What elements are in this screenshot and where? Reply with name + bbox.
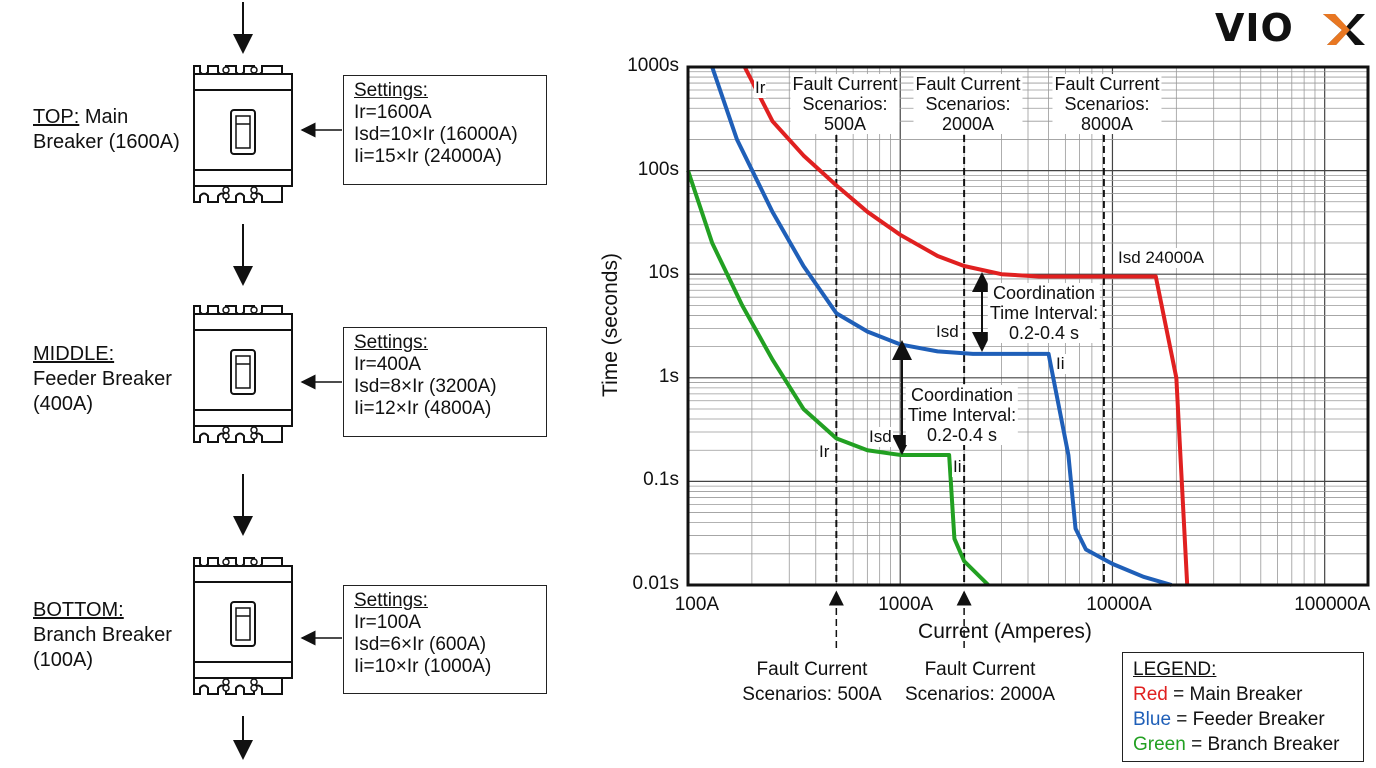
red-ir-label: Ir xyxy=(754,78,767,98)
red-isd-label: Isd 24000A xyxy=(1117,248,1206,268)
fault-8000-label: Fault Current Scenarios: 8000A xyxy=(1052,74,1162,134)
blue-ii-label: Ii xyxy=(1055,354,1066,374)
main-settings-box: Settings: Ir=1600A Isd=10×Ir (16000A) Ii… xyxy=(343,75,547,185)
branch-breaker-label: BOTTOM: Branch Breaker (100A) xyxy=(33,598,172,673)
branch-settings-box: Settings: Ir=100A Isd=6×Ir (600A) Ii=10×… xyxy=(343,585,547,694)
green-isd-label: Isd xyxy=(868,427,893,447)
setting-ir: Ir=400A xyxy=(354,354,422,375)
setting-ii: Ii=12×Ir (4800A) xyxy=(354,398,492,419)
breaker-name: Feeder Breaker xyxy=(33,368,172,390)
breaker-name: Branch Breaker xyxy=(33,624,172,646)
setting-isd: Isd=6×Ir (600A) xyxy=(354,634,487,655)
x-tick-label: 100000A xyxy=(1294,594,1371,615)
legend: LEGEND: Red = Main Breaker Blue = Feeder… xyxy=(1122,652,1364,762)
setting-ii: Ii=10×Ir (1000A) xyxy=(354,656,492,677)
y-tick-label: 10s xyxy=(648,262,679,284)
feeder-breaker-label: MIDDLE: Feeder Breaker (400A) xyxy=(33,342,172,417)
legend-item-branch: Green = Branch Breaker xyxy=(1133,734,1340,755)
y-tick-label: 0.01s xyxy=(632,573,679,594)
fault-500-label: Fault Current Scenarios: 500A xyxy=(790,74,900,134)
cti-upper-label: Coordination Time Interval: 0.2-0.4 s xyxy=(987,283,1101,343)
level-prefix: BOTTOM: xyxy=(33,599,124,621)
breaker-name: Breaker (1600A) xyxy=(33,131,180,153)
breaker-rating: (100A) xyxy=(33,649,94,671)
curve-main-breaker xyxy=(742,66,1190,586)
bottom-fault-500-label: Fault Current Scenarios: 500A xyxy=(740,657,884,707)
feeder-settings-box: Settings: Ir=400A Isd=8×Ir (3200A) Ii=12… xyxy=(343,327,547,437)
setting-isd: Isd=8×Ir (3200A) xyxy=(354,376,497,397)
level-prefix: MIDDLE: xyxy=(33,343,115,365)
x-axis-title: Current (Amperes) xyxy=(918,620,1092,643)
grid xyxy=(687,67,1368,586)
breaker-name: Main xyxy=(79,106,129,128)
legend-item-feeder: Blue = Feeder Breaker xyxy=(1133,709,1325,730)
fault-2000-label: Fault Current Scenarios: 2000A xyxy=(913,74,1023,134)
svg-text:VIO: VIO xyxy=(1215,10,1294,46)
setting-ir: Ir=100A xyxy=(354,612,422,633)
y-axis-title: Time (seconds) xyxy=(599,253,622,397)
setting-isd: Isd=10×Ir (16000A) xyxy=(354,124,518,145)
main-breaker-label: TOP: Main Breaker (1600A) xyxy=(33,105,180,155)
cti-arrows xyxy=(892,272,992,455)
settings-title: Settings: xyxy=(354,590,428,611)
x-tick-label: 10000A xyxy=(1086,594,1152,615)
y-tick-label: 0.1s xyxy=(643,469,679,491)
settings-title: Settings: xyxy=(354,332,428,353)
setting-ii: Ii=15×Ir (24000A) xyxy=(354,146,502,167)
y-tick-label: 100s xyxy=(637,158,679,180)
curves xyxy=(686,66,1190,587)
viox-logo: VIO xyxy=(1215,10,1365,46)
blue-isd-label: Isd xyxy=(935,322,960,342)
cti-lower-label: Coordination Time Interval: 0.2-0.4 s xyxy=(905,385,1019,445)
plot-frame xyxy=(686,65,1370,587)
fault-lines xyxy=(828,135,1105,648)
green-ii-label: Ii xyxy=(952,457,963,477)
breaker-rating: (400A) xyxy=(33,393,94,415)
curve-feeder-breaker xyxy=(710,66,1173,587)
level-prefix: TOP: xyxy=(33,106,80,128)
curve-branch-breaker xyxy=(686,169,990,587)
settings-title: Settings: xyxy=(354,80,428,101)
breaker-diagram xyxy=(193,2,342,760)
x-tick-label: 100A xyxy=(674,594,720,615)
y-tick-label: 1s xyxy=(658,365,679,387)
legend-title: LEGEND: xyxy=(1133,659,1217,680)
y-tick-label: 1000s xyxy=(627,55,679,76)
legend-item-main: Red = Main Breaker xyxy=(1133,684,1303,705)
x-tick-label: 1000A xyxy=(878,594,934,615)
green-ir-label: Ir xyxy=(818,442,831,462)
bottom-fault-2000-label: Fault Current Scenarios: 2000A xyxy=(903,657,1057,707)
setting-ir: Ir=1600A xyxy=(354,102,432,123)
